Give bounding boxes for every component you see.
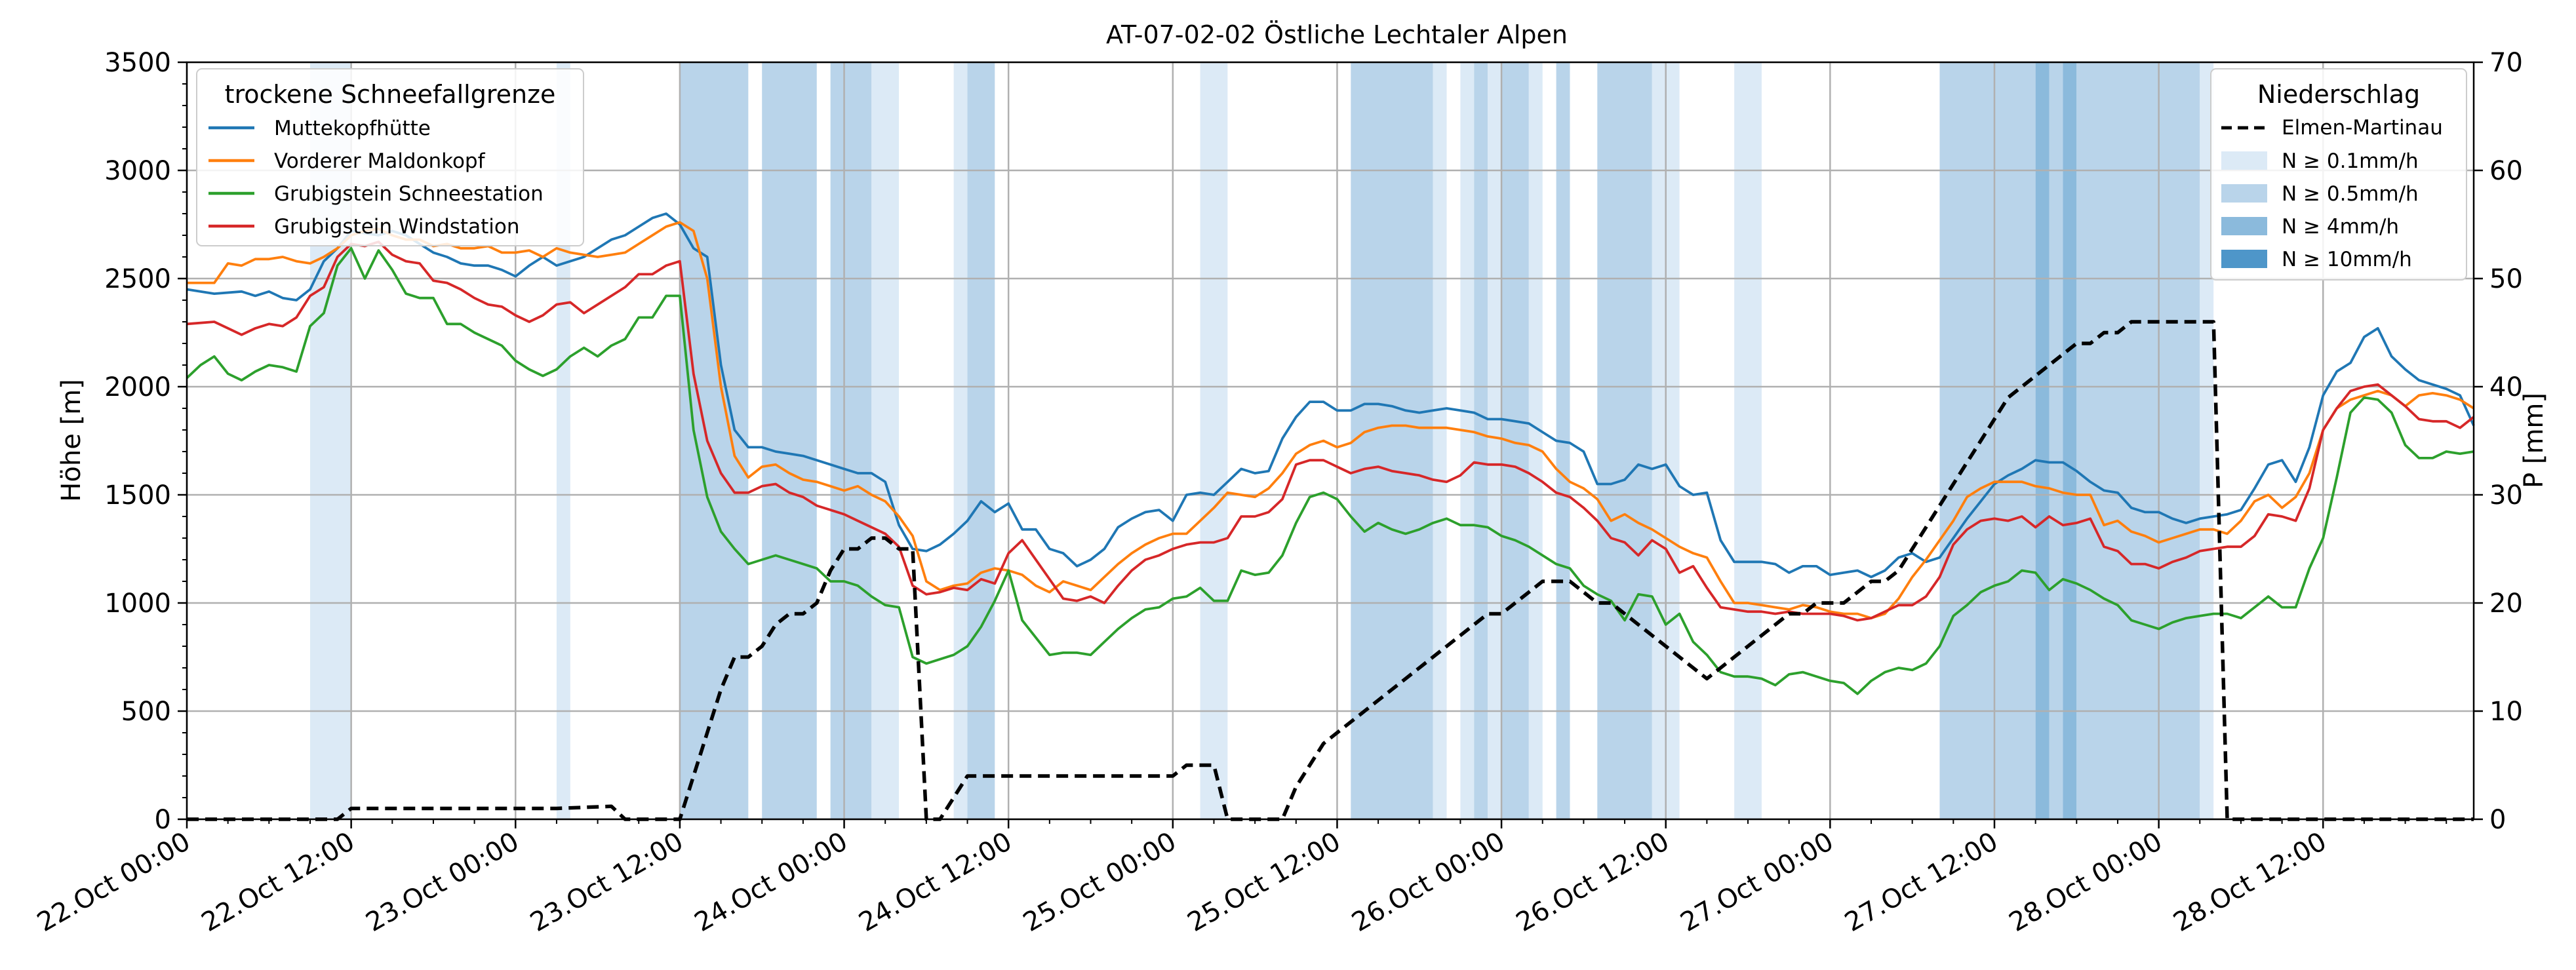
y-tick-label-7: 3500 — [104, 48, 171, 78]
precip-band-21 — [2035, 62, 2050, 819]
series-lines — [186, 212, 2475, 821]
precip-band-25 — [2200, 62, 2214, 819]
y-tick-label-2: 1000 — [104, 589, 171, 619]
precip-band-22 — [2049, 62, 2063, 819]
series-line-elmen-martinau — [187, 320, 2474, 821]
y-tick-label-3: 1500 — [104, 480, 171, 511]
precip-band-20 — [1939, 62, 2036, 819]
precip-band-2 — [679, 62, 749, 819]
legend-band-label-1: N ≥ 0.5mm/h — [2282, 182, 2419, 206]
y-axis-right: 0 10 20 30 40 50 60 70 — [2474, 48, 2523, 835]
legend-entry-muttekopfhutte: Muttekopfhütte — [274, 117, 431, 140]
precip-band-5 — [871, 62, 900, 819]
series-line-muttekopfhutte — [186, 212, 2475, 579]
precip-band-7 — [967, 62, 995, 819]
y2-axis-label: P [mm] — [2519, 393, 2549, 488]
series-line-grubigstein-schneestation — [186, 246, 2474, 695]
precip-band-9 — [1351, 62, 1433, 819]
legend-entry-vorderer-maldonkopf: Vorderer Maldonkopf — [274, 149, 486, 173]
legend-band-label-0: N ≥ 0.1mm/h — [2282, 149, 2419, 173]
y-tick-label-1: 500 — [121, 697, 171, 727]
y2-tick-label-7: 70 — [2489, 48, 2523, 78]
precip-band-4 — [830, 62, 872, 819]
legend-left-box — [196, 68, 584, 246]
precip-band-17 — [1597, 62, 1652, 819]
y2-tick-label-2: 20 — [2489, 589, 2523, 619]
precip-band-6 — [953, 62, 968, 819]
precip-band-3 — [762, 62, 817, 819]
y-axis-label: Höhe [m] — [56, 379, 87, 501]
y-tick-label-5: 2500 — [104, 264, 171, 294]
legend-snowfall-limit: trockene Schneefallgrenze Muttekopfhütte… — [196, 68, 584, 246]
precip-band-12 — [1474, 62, 1488, 819]
legend-right-title: Niederschlag — [2257, 80, 2420, 109]
legend-band-swatch-3 — [2221, 250, 2267, 268]
legend-band-swatch-1 — [2221, 184, 2267, 203]
y-tick-label-0: 0 — [155, 805, 171, 835]
legend-entry-grubigstein-windstation: Grubigstein Windstation — [274, 215, 519, 239]
legend-left-title: trockene Schneefallgrenze — [225, 80, 556, 109]
legend-band-label-2: N ≥ 4mm/h — [2282, 215, 2399, 239]
legend-band-swatch-2 — [2221, 217, 2267, 235]
y-tick-label-6: 3000 — [104, 156, 171, 186]
y-tick-label-4: 2000 — [104, 372, 171, 402]
precip-band-8 — [1200, 62, 1228, 819]
y2-tick-label-5: 50 — [2489, 264, 2523, 294]
y2-tick-label-1: 10 — [2489, 697, 2523, 727]
precip-band-19 — [1734, 62, 1762, 819]
legend-band-swatch-0 — [2221, 151, 2267, 170]
legend-entry-grubigstein-schneestation: Grubigstein Schneestation — [274, 182, 544, 206]
precip-band-10 — [1433, 62, 1447, 819]
precip-band-15 — [1528, 62, 1543, 819]
y2-tick-label-6: 60 — [2489, 156, 2523, 186]
chart-title: AT-07-02-02 Östliche Lechtaler Alpen — [1106, 20, 1568, 49]
precip-band-11 — [1460, 62, 1475, 819]
legend-right-box — [2210, 68, 2467, 281]
precip-band-23 — [2063, 62, 2077, 819]
y2-tick-label-3: 30 — [2489, 480, 2523, 511]
y2-tick-label-0: 0 — [2489, 805, 2506, 835]
legend-entry-elmen-martinau: Elmen-Martinau — [2282, 116, 2443, 140]
precip-band-13 — [1488, 62, 1502, 819]
plot-frame — [186, 61, 2475, 821]
series-line-vorderer-maldonkopf — [187, 221, 2475, 619]
series-line-grubigstein-windstation — [186, 241, 2475, 622]
precip-band-24 — [2076, 62, 2200, 819]
y2-tick-label-4: 40 — [2489, 372, 2523, 402]
legend-band-label-3: N ≥ 10mm/h — [2282, 248, 2412, 271]
legend-precipitation: Niederschlag Elmen-Martinau N ≥ 0.1mm/h N… — [2210, 68, 2467, 281]
y-axis-left: 0 500 1000 1500 2000 2500 3000 3500 — [104, 48, 187, 835]
